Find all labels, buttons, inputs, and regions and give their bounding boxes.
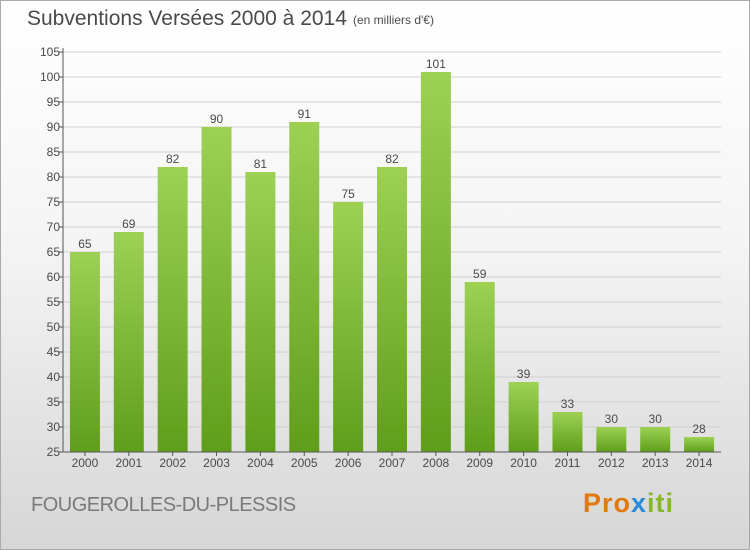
y-tick-label: 105 xyxy=(40,45,60,59)
y-tick-label: 50 xyxy=(47,320,61,334)
y-tick-label: 35 xyxy=(47,395,61,409)
y-tick-label: 25 xyxy=(47,445,61,459)
y-tick-label: 70 xyxy=(47,220,61,234)
y-tick-label: 75 xyxy=(47,195,61,209)
data-label-2009: 59 xyxy=(473,267,487,281)
bar-2009 xyxy=(464,282,495,452)
y-tick-label: 30 xyxy=(47,420,61,434)
x-tick-label-2012: 2012 xyxy=(598,456,625,470)
data-label-2006: 75 xyxy=(341,187,355,201)
data-label-2007: 82 xyxy=(385,152,399,166)
bar-2004 xyxy=(245,172,276,452)
x-tick-label-2000: 2000 xyxy=(72,456,99,470)
data-label-2002: 82 xyxy=(166,152,180,166)
data-label-2013: 30 xyxy=(649,412,663,426)
bar-2008 xyxy=(420,72,451,452)
data-label-2004: 81 xyxy=(254,157,268,171)
bar-2000 xyxy=(69,252,100,452)
data-label-2000: 65 xyxy=(78,237,92,251)
y-tick-label: 60 xyxy=(47,270,61,284)
y-tick-label: 80 xyxy=(47,170,61,184)
data-label-2003: 90 xyxy=(210,112,224,126)
bar-2005 xyxy=(289,122,320,452)
y-tick-label: 85 xyxy=(47,145,61,159)
data-label-2008: 101 xyxy=(426,57,446,71)
logo-part-1: Pro xyxy=(583,488,632,518)
bar-2003 xyxy=(201,127,232,452)
x-tick-label-2005: 2005 xyxy=(291,456,318,470)
chart-title: Subventions Versées 2000 à 2014 xyxy=(27,7,347,30)
data-label-2010: 39 xyxy=(517,367,531,381)
y-tick-label: 65 xyxy=(47,245,61,259)
x-tick-label-2003: 2003 xyxy=(203,456,230,470)
x-tick-label-2008: 2008 xyxy=(423,456,450,470)
x-tick-label-2010: 2010 xyxy=(510,456,537,470)
x-tick-label-2014: 2014 xyxy=(686,456,713,470)
logo-part-2: x xyxy=(631,488,648,518)
bar-2012 xyxy=(596,427,627,452)
data-label-2014: 28 xyxy=(692,422,706,436)
bar-2013 xyxy=(640,427,671,452)
data-label-2005: 91 xyxy=(298,107,312,121)
x-tick-label-2001: 2001 xyxy=(115,456,142,470)
data-label-2001: 69 xyxy=(122,217,136,231)
y-tick-label: 100 xyxy=(40,70,60,84)
data-label-2011: 33 xyxy=(561,397,575,411)
bar-2007 xyxy=(377,167,407,452)
y-tick-label: 90 xyxy=(47,120,61,134)
x-tick-label-2002: 2002 xyxy=(159,456,186,470)
bar-2014 xyxy=(684,437,715,452)
x-tick-label-2009: 2009 xyxy=(466,456,493,470)
y-tick-label: 40 xyxy=(47,370,61,384)
bar-2010 xyxy=(508,382,539,452)
proxiti-logo[interactable]: Proxiti xyxy=(583,488,674,519)
x-tick-label-2011: 2011 xyxy=(555,456,581,470)
bar-2001 xyxy=(113,232,144,452)
data-label-2012: 30 xyxy=(605,412,619,426)
x-tick-label-2004: 2004 xyxy=(247,456,274,470)
logo-part-3: iti xyxy=(647,488,675,518)
chart-subtitle: (en milliers d'€) xyxy=(353,13,434,27)
x-tick-label-2013: 2013 xyxy=(642,456,669,470)
place-name: FOUGEROLLES-DU-PLESSIS xyxy=(31,494,296,516)
y-tick-label: 55 xyxy=(47,295,61,309)
bar-2002 xyxy=(157,167,188,452)
bar-2011 xyxy=(552,412,583,452)
y-tick-label: 95 xyxy=(47,95,61,109)
x-tick-label-2007: 2007 xyxy=(379,456,406,470)
y-tick-label: 45 xyxy=(47,345,61,359)
bar-2006 xyxy=(333,202,364,452)
x-tick-label-2006: 2006 xyxy=(335,456,362,470)
